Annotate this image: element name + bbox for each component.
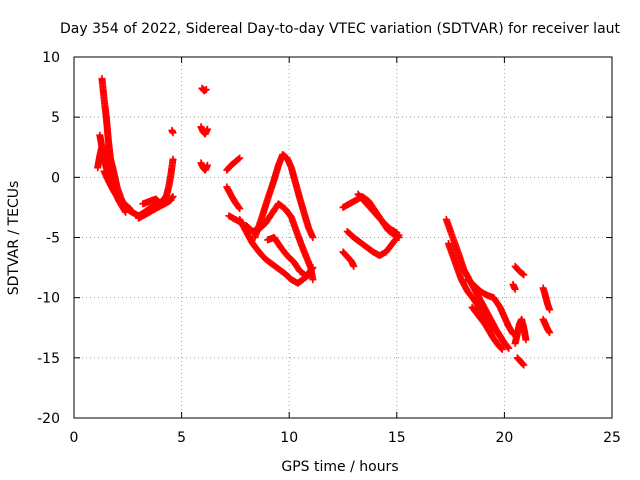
x-tick-label: 0 — [70, 430, 79, 446]
y-tick-label: 5 — [51, 110, 60, 126]
series-track-u — [468, 303, 506, 353]
data-point — [169, 129, 177, 137]
chart-title: Day 354 of 2022, Sidereal Day-to-day VTE… — [60, 21, 621, 37]
data-point — [519, 270, 527, 278]
x-tick-label: 25 — [603, 430, 621, 446]
data-point — [511, 285, 519, 293]
series-track-o — [343, 227, 403, 260]
series-blob-1 — [168, 126, 177, 137]
data-point — [203, 161, 211, 169]
data-point — [168, 194, 176, 202]
y-tick-label: -15 — [37, 351, 60, 367]
data-point — [393, 229, 401, 237]
data-point — [309, 234, 317, 241]
series-track-m — [264, 234, 317, 280]
data-point — [236, 205, 244, 213]
data-point — [308, 265, 316, 273]
series-track-t — [464, 276, 517, 338]
series-track-z — [539, 284, 554, 314]
data-point — [520, 361, 528, 369]
data-point — [309, 264, 317, 272]
series-track-r — [442, 215, 511, 350]
x-axis-label: GPS time / hours — [281, 459, 398, 475]
x-tick-label: 20 — [495, 430, 513, 446]
series-track-p — [354, 190, 401, 237]
series-track-v — [511, 315, 530, 347]
data-point — [202, 85, 210, 93]
data-markers — [94, 75, 554, 369]
series-track-y — [509, 280, 519, 293]
series-blob-3 — [197, 123, 211, 138]
grid-lines — [74, 57, 612, 418]
series-blob-2 — [198, 84, 210, 95]
x-tick-label: 5 — [177, 430, 186, 446]
data-point — [309, 276, 317, 284]
data-point — [394, 232, 402, 240]
data-point — [203, 125, 211, 133]
x-tick-label: 10 — [280, 430, 298, 446]
data-point — [497, 344, 505, 352]
data-point — [498, 345, 506, 353]
y-tick-label: -20 — [37, 411, 60, 427]
y-axis-label: SDTVAR / TECUs — [6, 181, 22, 296]
x-tick-label: 15 — [388, 430, 406, 446]
series-track-x — [511, 262, 528, 279]
series-track-g — [223, 154, 244, 174]
y-tick-label: -5 — [46, 231, 60, 247]
data-point — [236, 154, 244, 162]
data-point — [519, 360, 527, 368]
data-point — [350, 262, 358, 270]
data-point — [520, 271, 528, 279]
series-track-l — [251, 150, 317, 241]
series-track-aa — [539, 315, 554, 337]
series-track-h — [223, 183, 244, 213]
data-point — [505, 344, 513, 352]
data-point — [546, 329, 554, 337]
series-track-s — [444, 240, 513, 352]
data-point — [235, 203, 243, 211]
data-point — [522, 336, 530, 344]
series-track-q — [339, 248, 358, 270]
y-tick-label: 10 — [42, 50, 60, 66]
data-point — [169, 193, 177, 201]
y-tick-label: -10 — [37, 291, 60, 307]
data-point — [546, 306, 554, 314]
data-point — [169, 155, 177, 163]
axis-ticks: 0 5 10 15 20 25 -20 -15 -10 -5 0 5 10 — [37, 50, 621, 446]
data-point — [235, 155, 243, 163]
series-track-f — [139, 193, 177, 209]
series-blob-4 — [197, 159, 211, 174]
data-point — [504, 343, 512, 351]
y-tick-label: 0 — [51, 170, 60, 186]
series-track-w — [513, 354, 528, 369]
